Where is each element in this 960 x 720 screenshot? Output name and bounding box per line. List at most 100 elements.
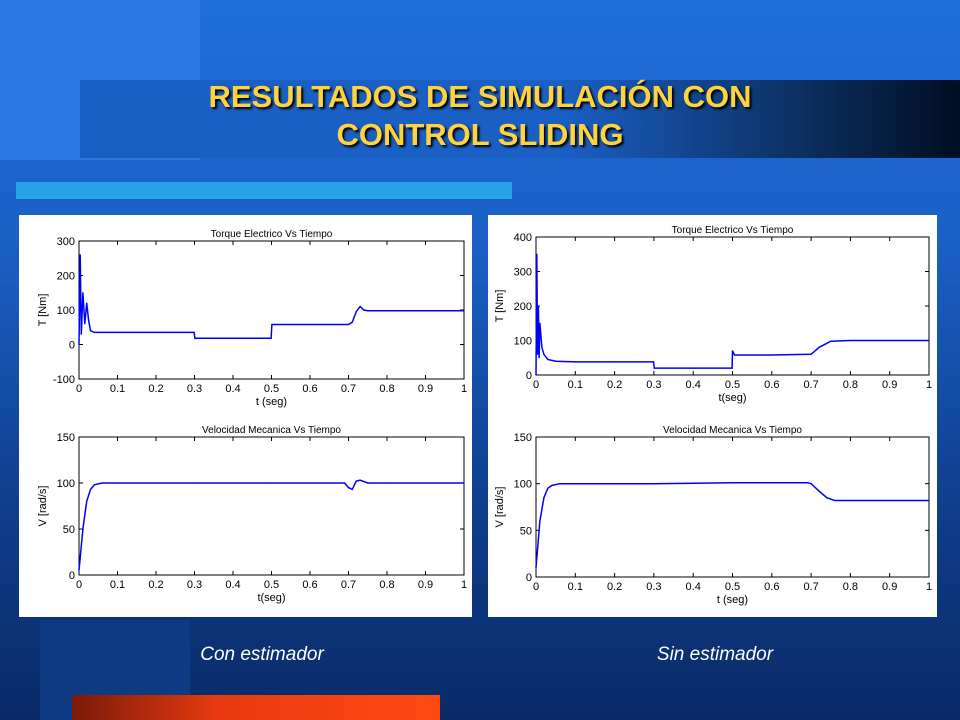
data-point [88,319,90,321]
data-point [386,310,388,312]
y-tick-label: 0 [526,370,532,382]
x-tick-label: 0.6 [764,581,779,593]
y-tick-label: 150 [57,432,75,444]
y-tick-label: 100 [57,478,75,490]
y-tick-label: 0 [69,570,75,582]
data-point [834,499,836,502]
x-tick-label: 0.7 [341,579,356,591]
left-figure-panel: Torque Electrico Vs Tiempo 0 0.1 0.2 0.3 0.4 0… [19,215,472,617]
plot-area [78,436,465,576]
plot-area [535,436,930,578]
x-tick-label: 0.8 [843,581,858,593]
x-tick-label: 0 [533,379,539,391]
accent-bar [16,182,512,199]
y-tick-label: 0 [526,572,532,584]
data-point [351,321,353,323]
data-point [830,340,832,342]
data-point [653,367,655,369]
x-tick-label: 0.5 [725,379,740,391]
data-point [539,322,541,324]
y-axis-label: V [rad/s] [37,486,49,527]
data-point [547,487,549,489]
x-tick-label: 0.1 [110,383,125,395]
data-point [551,484,553,487]
data-point [213,337,215,339]
bottom-accent-bar [72,695,440,720]
data-point [270,482,273,484]
x-tick-label: 0.7 [341,383,356,395]
x-tick-label: 1 [926,581,932,593]
left-figure: Torque Electrico Vs Tiempo 0 0.1 0.2 0.3 0.4 0… [37,229,467,604]
x-tick-label: 0.7 [803,581,818,593]
right-figure: Torque Electrico Vs Tiempo 0 0.1 0.2 0.3 0.4 0… [494,225,932,606]
x-axis-label: t (seg) [256,396,287,408]
x-tick-label: 0.1 [568,581,583,593]
y-tick-label: 400 [514,232,532,244]
data-point [652,361,655,363]
x-tick-label: 0.8 [379,579,394,591]
y-tick-label: 150 [514,432,532,444]
data-point [82,528,84,530]
data-point [541,346,543,348]
data-point [367,310,369,312]
data-point [733,354,736,356]
data-point [363,309,365,311]
x-tick-label: 0.4 [225,579,240,591]
data-point [101,482,103,484]
y-axis-label: T [Nm] [494,290,506,323]
y-tick-label: 300 [514,267,532,279]
y-axis-label: V [rad/s] [494,487,506,528]
data-point [86,302,88,304]
x-axis-label: t(seg) [718,392,746,404]
x-tick-label: 0.8 [843,379,858,391]
data-point [344,482,346,484]
data-point [93,331,95,334]
data-point [653,483,655,485]
series-line [78,254,464,345]
chart-title: Velocidad Mecanica Vs Tiempo [202,425,341,436]
data-point [806,482,808,484]
data-point [558,483,561,485]
data-point [849,499,851,502]
data-point [355,480,357,482]
title-line-1: RESULTADOS DE SIMULACIÓN CON [208,79,752,114]
x-tick-label: 0.3 [187,383,202,395]
data-point [849,339,851,342]
data-point [535,374,537,376]
x-tick-label: 0.6 [764,379,779,391]
data-point [347,487,350,489]
data-point [463,482,465,484]
x-tick-label: 0.4 [225,383,240,395]
data-point [614,361,616,363]
data-point [89,330,92,332]
x-tick-label: 0.5 [264,383,279,395]
y-tick-label: 200 [514,301,532,313]
right-figure-panel: Torque Electrico Vs Tiempo 0 0.1 0.2 0.3 0.4 0… [488,215,937,617]
series-line [535,481,929,568]
x-tick-label: 1 [926,379,932,391]
x-tick-label: 0.2 [607,581,622,593]
slide-title: RESULTADOS DE SIMULACIÓN CON CONTROL SLI… [80,78,880,154]
caption-sin-estimador: Sin estimador [656,644,774,665]
left-torque-chart: Torque Electrico Vs Tiempo 0 0.1 0.2 0.3 0.4 0… [37,229,467,408]
data-point [889,339,891,342]
background-block-title [80,80,960,158]
x-tick-label: 0.9 [882,379,897,391]
data-point [574,483,576,485]
y-tick-label: 0 [69,340,75,352]
x-tick-label: 0 [533,581,539,593]
title-line-2: CONTROL SLIDING [336,117,624,152]
data-point [193,482,196,484]
data-point [79,254,81,256]
y-tick-label: 100 [57,305,75,317]
data-point [539,520,541,522]
x-tick-label: 0.4 [686,581,701,593]
x-tick-label: 0.2 [148,579,163,591]
data-point [928,499,930,502]
x-axis-label: t(seg) [257,592,285,604]
data-point [155,331,157,334]
right-velocity-chart: Velocidad Mecanica Vs Tiempo 0 0.1 0.2 0.3 0.… [494,425,932,606]
x-tick-label: 0.2 [607,379,622,391]
x-tick-label: 0.2 [148,383,163,395]
x-tick-label: 0.8 [379,383,394,395]
